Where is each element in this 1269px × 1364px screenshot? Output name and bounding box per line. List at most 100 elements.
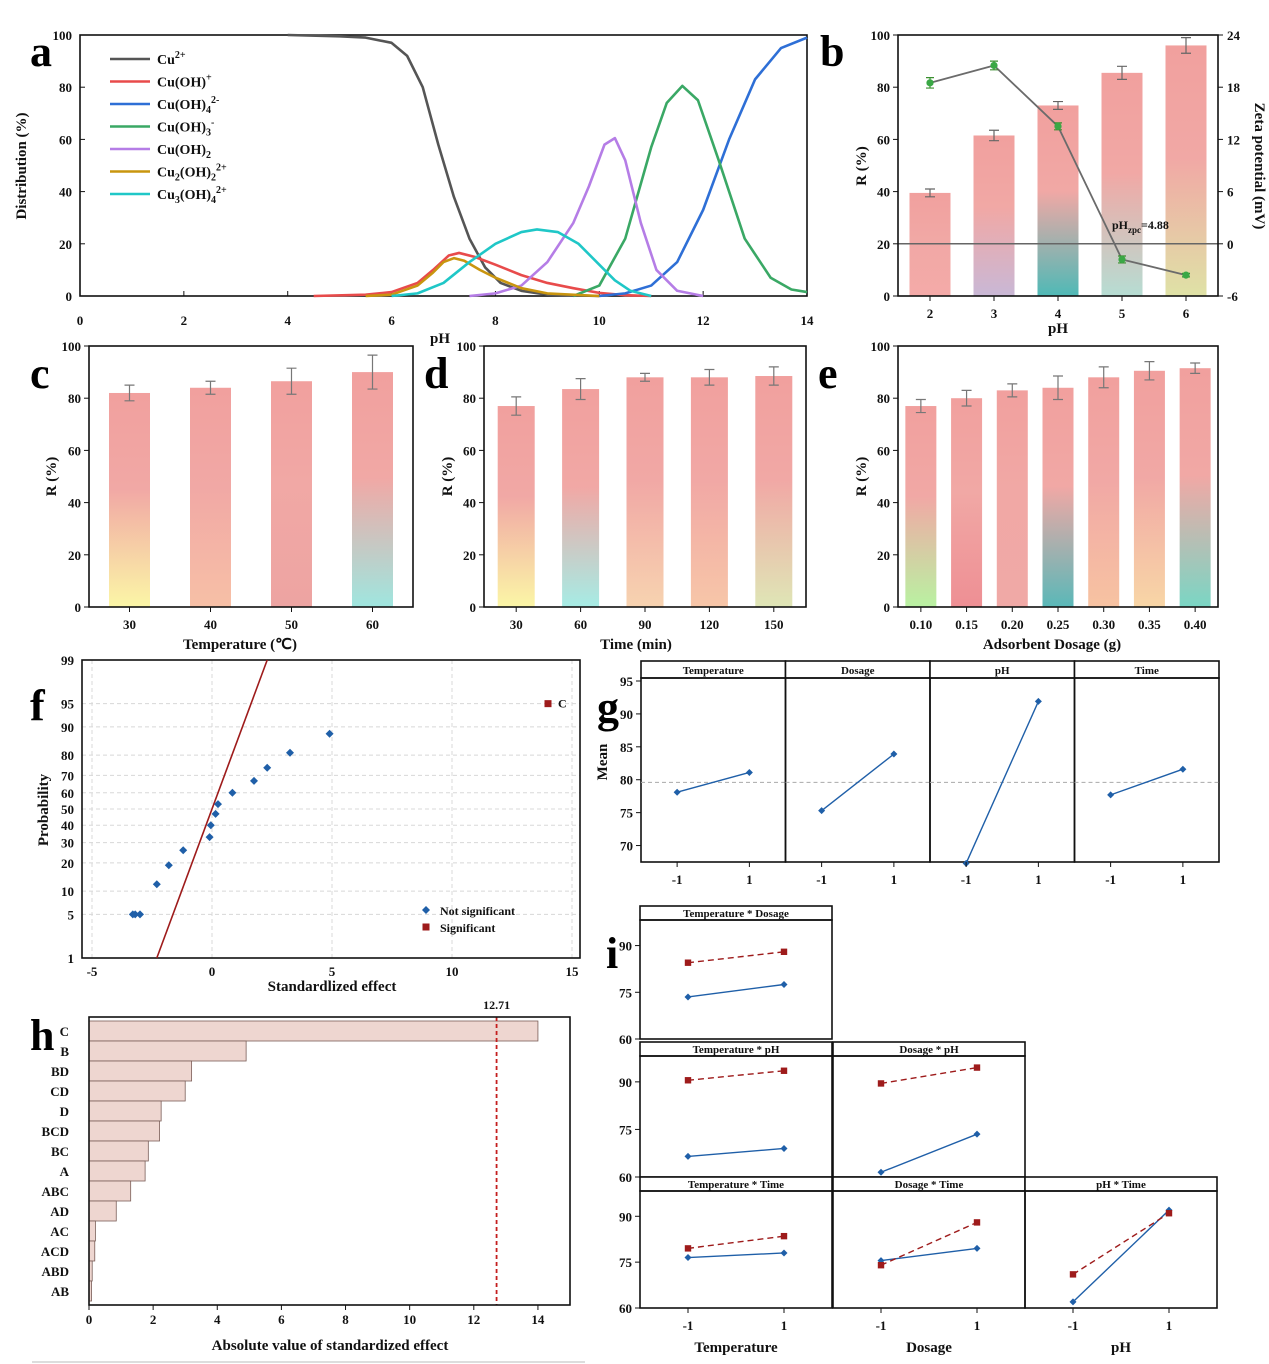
y-tick-label: 80 — [620, 773, 633, 788]
y-tick-label: 60 — [619, 1301, 632, 1316]
interaction-line-high — [687, 1235, 785, 1250]
legend-label-part: Cu(OH) — [157, 143, 206, 158]
not-significant-point — [152, 880, 161, 889]
facet-frame — [929, 677, 1076, 863]
x-tick-label: 1 — [1166, 1318, 1173, 1333]
panel-h-frame — [88, 1016, 571, 1306]
not-significant-point — [128, 910, 137, 919]
x-tick-label: 2 — [181, 313, 188, 328]
not-significant-point — [214, 800, 222, 809]
facet-frame — [832, 1190, 1026, 1309]
bar-category-label: AD — [50, 1204, 69, 1219]
panel-letter-g: g — [597, 683, 619, 732]
legend-label-part: 3 — [175, 195, 180, 206]
x-tick-label: 60 — [574, 617, 587, 632]
effect-bar-B — [88, 1040, 247, 1062]
x-tick-label: 6 — [1183, 306, 1190, 321]
x-tick-label: -1 — [961, 872, 972, 887]
x-tick-label: 3 — [991, 306, 998, 321]
interaction-point-low — [780, 981, 788, 988]
zeta-point — [1054, 122, 1062, 130]
effect-bar-BD — [88, 1060, 193, 1082]
y-tick-label: 80 — [59, 80, 72, 95]
legend-label: Cu(OH)2 — [157, 143, 211, 161]
x-tick-label: 1 — [974, 1318, 981, 1333]
y-tick-label: 75 — [619, 985, 633, 1000]
y-tick-label: 60 — [877, 132, 890, 147]
bar-category-label: ABD — [42, 1264, 69, 1279]
interaction-point-low — [780, 1249, 788, 1257]
facet-title: pH — [995, 665, 1010, 677]
x-tick-label: 30 — [510, 617, 523, 632]
y2-tick-label: 18 — [1227, 80, 1241, 95]
x-tick-label: 6 — [388, 313, 395, 328]
legend-label: Significant — [440, 921, 495, 935]
annotation-part: zpc — [1128, 225, 1141, 235]
interaction-point-high — [973, 1064, 981, 1071]
y-tick-label: 10 — [61, 884, 74, 899]
series-line-6 — [391, 228, 652, 298]
bar-30 — [497, 406, 535, 607]
main-effect-line — [965, 701, 1040, 864]
y-tick-label: 85 — [620, 740, 634, 755]
x-tick-label: 1 — [1180, 872, 1187, 887]
legend-label-part: Cu — [157, 188, 175, 203]
y-tick-label: 20 — [61, 856, 74, 871]
panel-letter-d: d — [424, 349, 448, 398]
x-tick-label: -5 — [87, 964, 98, 979]
x-tick-label: 0.30 — [1092, 617, 1115, 632]
effect-bar-AC — [88, 1220, 96, 1242]
y-tick-label: 20 — [877, 237, 890, 252]
x-tick-label: 12 — [467, 1312, 480, 1327]
panel-letter-f: f — [30, 681, 46, 730]
y2-tick-label: 6 — [1227, 185, 1234, 200]
x-tick-label: 90 — [639, 617, 652, 632]
facet-title: Temperature * pH — [693, 1044, 780, 1056]
bar-0.25 — [1042, 387, 1074, 607]
y-tick-label: 60 — [877, 443, 890, 458]
y2-tick-label: 12 — [1227, 132, 1240, 147]
x-tick-label: 15 — [566, 964, 580, 979]
interaction-line-low — [687, 983, 785, 998]
bar-50 — [271, 381, 312, 607]
y-axis-label: R (%) — [44, 457, 60, 497]
x-tick-label: 0 — [86, 1312, 93, 1327]
interaction-point-low — [877, 1168, 885, 1176]
legend-label-part: 2 — [206, 150, 211, 161]
error-bar — [205, 380, 216, 395]
x-tick-label: 1 — [781, 1318, 788, 1333]
facet-title: pH * Time — [1096, 1179, 1146, 1191]
facet-title: Dosage * pH — [899, 1044, 959, 1056]
not-significant-point — [286, 748, 294, 757]
bar-category-label: C — [60, 1024, 69, 1039]
effect-bar-A — [88, 1160, 146, 1182]
legend-label-part: 2 — [175, 173, 180, 184]
facet-title: Temperature * Time — [688, 1179, 784, 1191]
panel-letter-i: i — [606, 929, 618, 978]
error-bar — [961, 389, 972, 407]
y-tick-label: 40 — [877, 496, 890, 511]
y-tick-label: 0 — [884, 600, 891, 615]
bar-0.35 — [1133, 370, 1165, 607]
x-tick-label: 50 — [285, 617, 298, 632]
y-tick-label: 60 — [68, 443, 81, 458]
facet-frame — [639, 1055, 833, 1178]
legend-label: Cu2+ — [157, 50, 186, 68]
panel-frame — [88, 345, 414, 608]
main-effect-point — [890, 750, 898, 758]
y-tick-label: 80 — [877, 80, 890, 95]
legend-label-part: 2- — [211, 95, 219, 106]
interaction-point-low — [973, 1130, 981, 1138]
y-tick-label: 99 — [61, 653, 75, 668]
y-tick-label: 20 — [68, 548, 81, 563]
x-tick-label: 0 — [209, 964, 216, 979]
not-significant-point — [263, 763, 272, 772]
bar-category-label: BC — [51, 1144, 69, 1159]
y-tick-label: 100 — [62, 339, 82, 354]
y-tick-label: 60 — [619, 1032, 632, 1047]
interaction-line-low — [880, 1247, 978, 1262]
facet-frame — [1024, 1190, 1218, 1309]
y-tick-label: 60 — [619, 1170, 632, 1185]
facet-frame — [784, 677, 931, 863]
y-axis-label: Distribution (%) — [14, 112, 30, 219]
